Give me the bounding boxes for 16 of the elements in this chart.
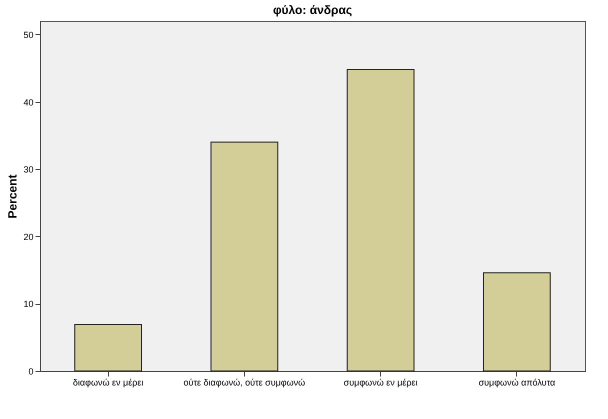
- chart-title: φύλο: άνδρας: [272, 3, 352, 17]
- y-tick-label: 20: [23, 232, 34, 242]
- y-tick-label: 40: [23, 97, 34, 108]
- bar: [482, 272, 551, 372]
- y-axis-title: Percent: [5, 174, 20, 219]
- bar: [346, 68, 415, 372]
- y-tick-label: 10: [23, 299, 34, 310]
- x-tick-label: ούτε διαφωνώ, ούτε συμφωνώ: [184, 378, 306, 388]
- x-tick-label: διαφωνώ εν μέρει: [72, 378, 144, 388]
- x-tick-label: συμφωνώ απόλυτα: [478, 378, 556, 388]
- bar: [210, 142, 278, 372]
- y-tick-label: 30: [23, 164, 34, 175]
- y-tick-label: 0: [28, 366, 34, 376]
- bar: [74, 324, 142, 372]
- y-tick-label: 50: [23, 30, 34, 40]
- x-tick-label: συμφωνώ εν μέρει: [344, 378, 418, 388]
